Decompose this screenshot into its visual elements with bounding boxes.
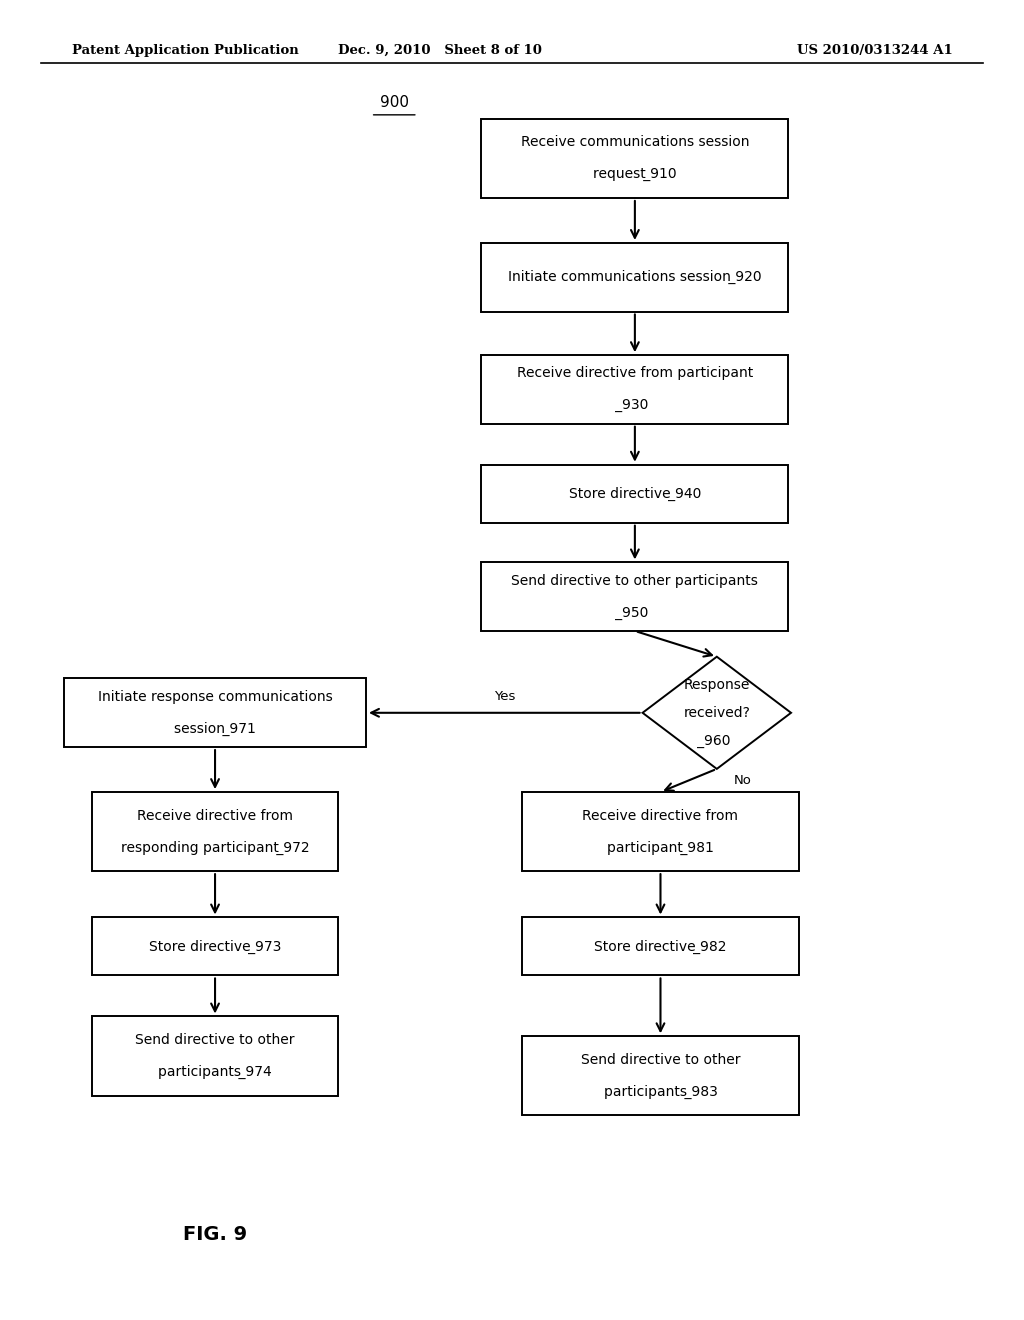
Text: Store directive ̲973: Store directive ̲973 [148, 940, 282, 953]
Bar [481, 119, 788, 198]
Text: Dec. 9, 2010   Sheet 8 of 10: Dec. 9, 2010 Sheet 8 of 10 [338, 44, 543, 57]
Polygon shape [643, 656, 791, 768]
Text: Yes: Yes [494, 690, 515, 704]
Bar [481, 562, 788, 631]
Text: ̲950: ̲950 [622, 606, 648, 619]
Bar [92, 792, 338, 871]
Text: 900: 900 [380, 95, 409, 111]
Bar [522, 792, 799, 871]
Text: Send directive to other: Send directive to other [581, 1053, 740, 1067]
Text: Store directive ̲940: Store directive ̲940 [568, 487, 701, 500]
Text: participants ̲974: participants ̲974 [158, 1065, 272, 1078]
Text: ̲960: ̲960 [703, 734, 730, 747]
Text: No: No [733, 774, 752, 787]
Text: participant ̲981: participant ̲981 [607, 841, 714, 854]
Text: Patent Application Publication: Patent Application Publication [72, 44, 298, 57]
Text: Initiate communications session ̲920: Initiate communications session ̲920 [508, 271, 762, 284]
Bar [481, 243, 788, 312]
Bar [63, 678, 367, 747]
Bar [481, 465, 788, 523]
Text: Send directive to other: Send directive to other [135, 1034, 295, 1047]
Bar [522, 1036, 799, 1115]
Text: Initiate response communications: Initiate response communications [97, 690, 333, 704]
Text: Store directive ̲982: Store directive ̲982 [594, 940, 727, 953]
Text: Receive directive from: Receive directive from [137, 809, 293, 822]
Text: session ̲971: session ̲971 [174, 722, 256, 735]
Text: Receive directive from participant: Receive directive from participant [517, 367, 753, 380]
Text: participants ̲983: participants ̲983 [603, 1085, 718, 1098]
Text: Receive communications session: Receive communications session [520, 136, 750, 149]
Text: Send directive to other participants: Send directive to other participants [511, 574, 759, 587]
Text: request ̲910: request ̲910 [593, 168, 677, 181]
Text: Receive directive from: Receive directive from [583, 809, 738, 822]
Text: FIG. 9: FIG. 9 [183, 1225, 247, 1243]
Bar [522, 917, 799, 975]
Text: Response: Response [684, 678, 750, 692]
Text: responding participant ̲972: responding participant ̲972 [121, 841, 309, 854]
Bar [481, 355, 788, 424]
Text: US 2010/0313244 A1: US 2010/0313244 A1 [797, 44, 952, 57]
Text: received?: received? [683, 706, 751, 719]
Bar [92, 1016, 338, 1096]
Bar [92, 917, 338, 975]
Text: ̲930: ̲930 [622, 399, 648, 412]
